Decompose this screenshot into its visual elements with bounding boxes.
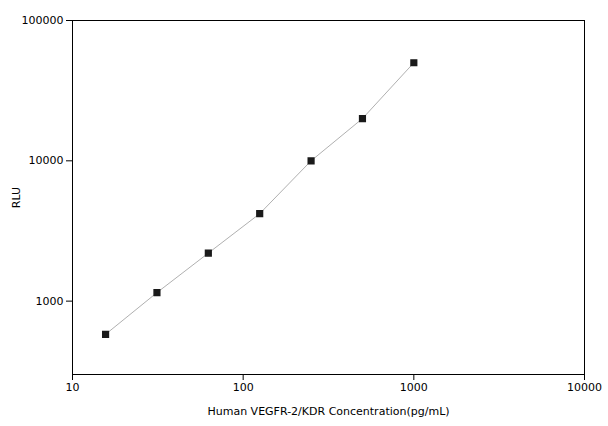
svg-text:10: 10 — [66, 381, 80, 394]
svg-text:Human VEGFR-2/KDR Concentratio: Human VEGFR-2/KDR Concentration(pg/mL) — [207, 405, 449, 418]
svg-text:10000: 10000 — [29, 154, 64, 167]
svg-text:1000: 1000 — [400, 381, 428, 394]
svg-text:100: 100 — [233, 381, 254, 394]
svg-text:RLU: RLU — [10, 187, 23, 208]
svg-text:100000: 100000 — [22, 14, 64, 27]
svg-text:10000: 10000 — [567, 381, 602, 394]
svg-text:1000: 1000 — [36, 295, 64, 308]
